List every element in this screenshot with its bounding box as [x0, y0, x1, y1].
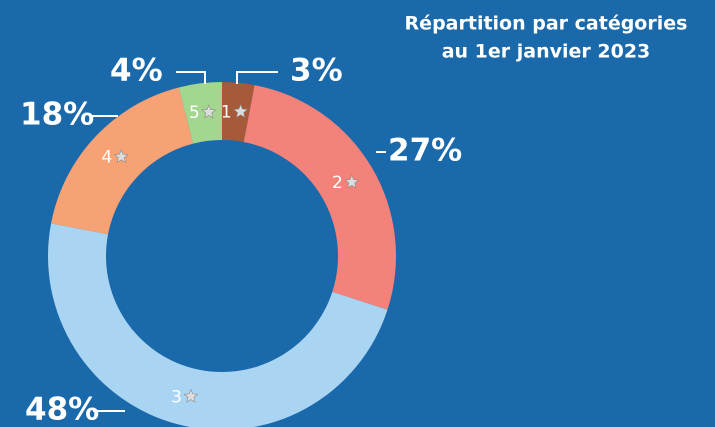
star-icon	[201, 104, 217, 119]
value-label: 18%	[20, 97, 94, 133]
leader-line	[176, 71, 206, 84]
donut-segment	[243, 85, 396, 310]
star-icon	[344, 174, 360, 189]
star-icon	[233, 103, 249, 118]
donut-segment	[178, 82, 222, 144]
leader-line	[236, 71, 278, 84]
value-label: 3%	[290, 53, 343, 89]
donut-segment	[47, 223, 388, 427]
category-label: 4	[101, 148, 112, 168]
donut-segment	[51, 87, 194, 235]
value-label: 48%	[25, 392, 99, 427]
category-label: 2	[332, 173, 343, 193]
category-label: 1	[221, 103, 232, 123]
category-label: 3	[171, 387, 182, 407]
value-label: 27%	[388, 133, 462, 169]
chart-title: Répartition par catégories	[405, 13, 688, 35]
value-label: 4%	[110, 53, 163, 89]
star-icon	[183, 388, 199, 403]
star-icon	[113, 148, 129, 164]
chart-title: au 1er janvier 2023	[442, 41, 651, 63]
category-label: 5	[189, 103, 200, 123]
